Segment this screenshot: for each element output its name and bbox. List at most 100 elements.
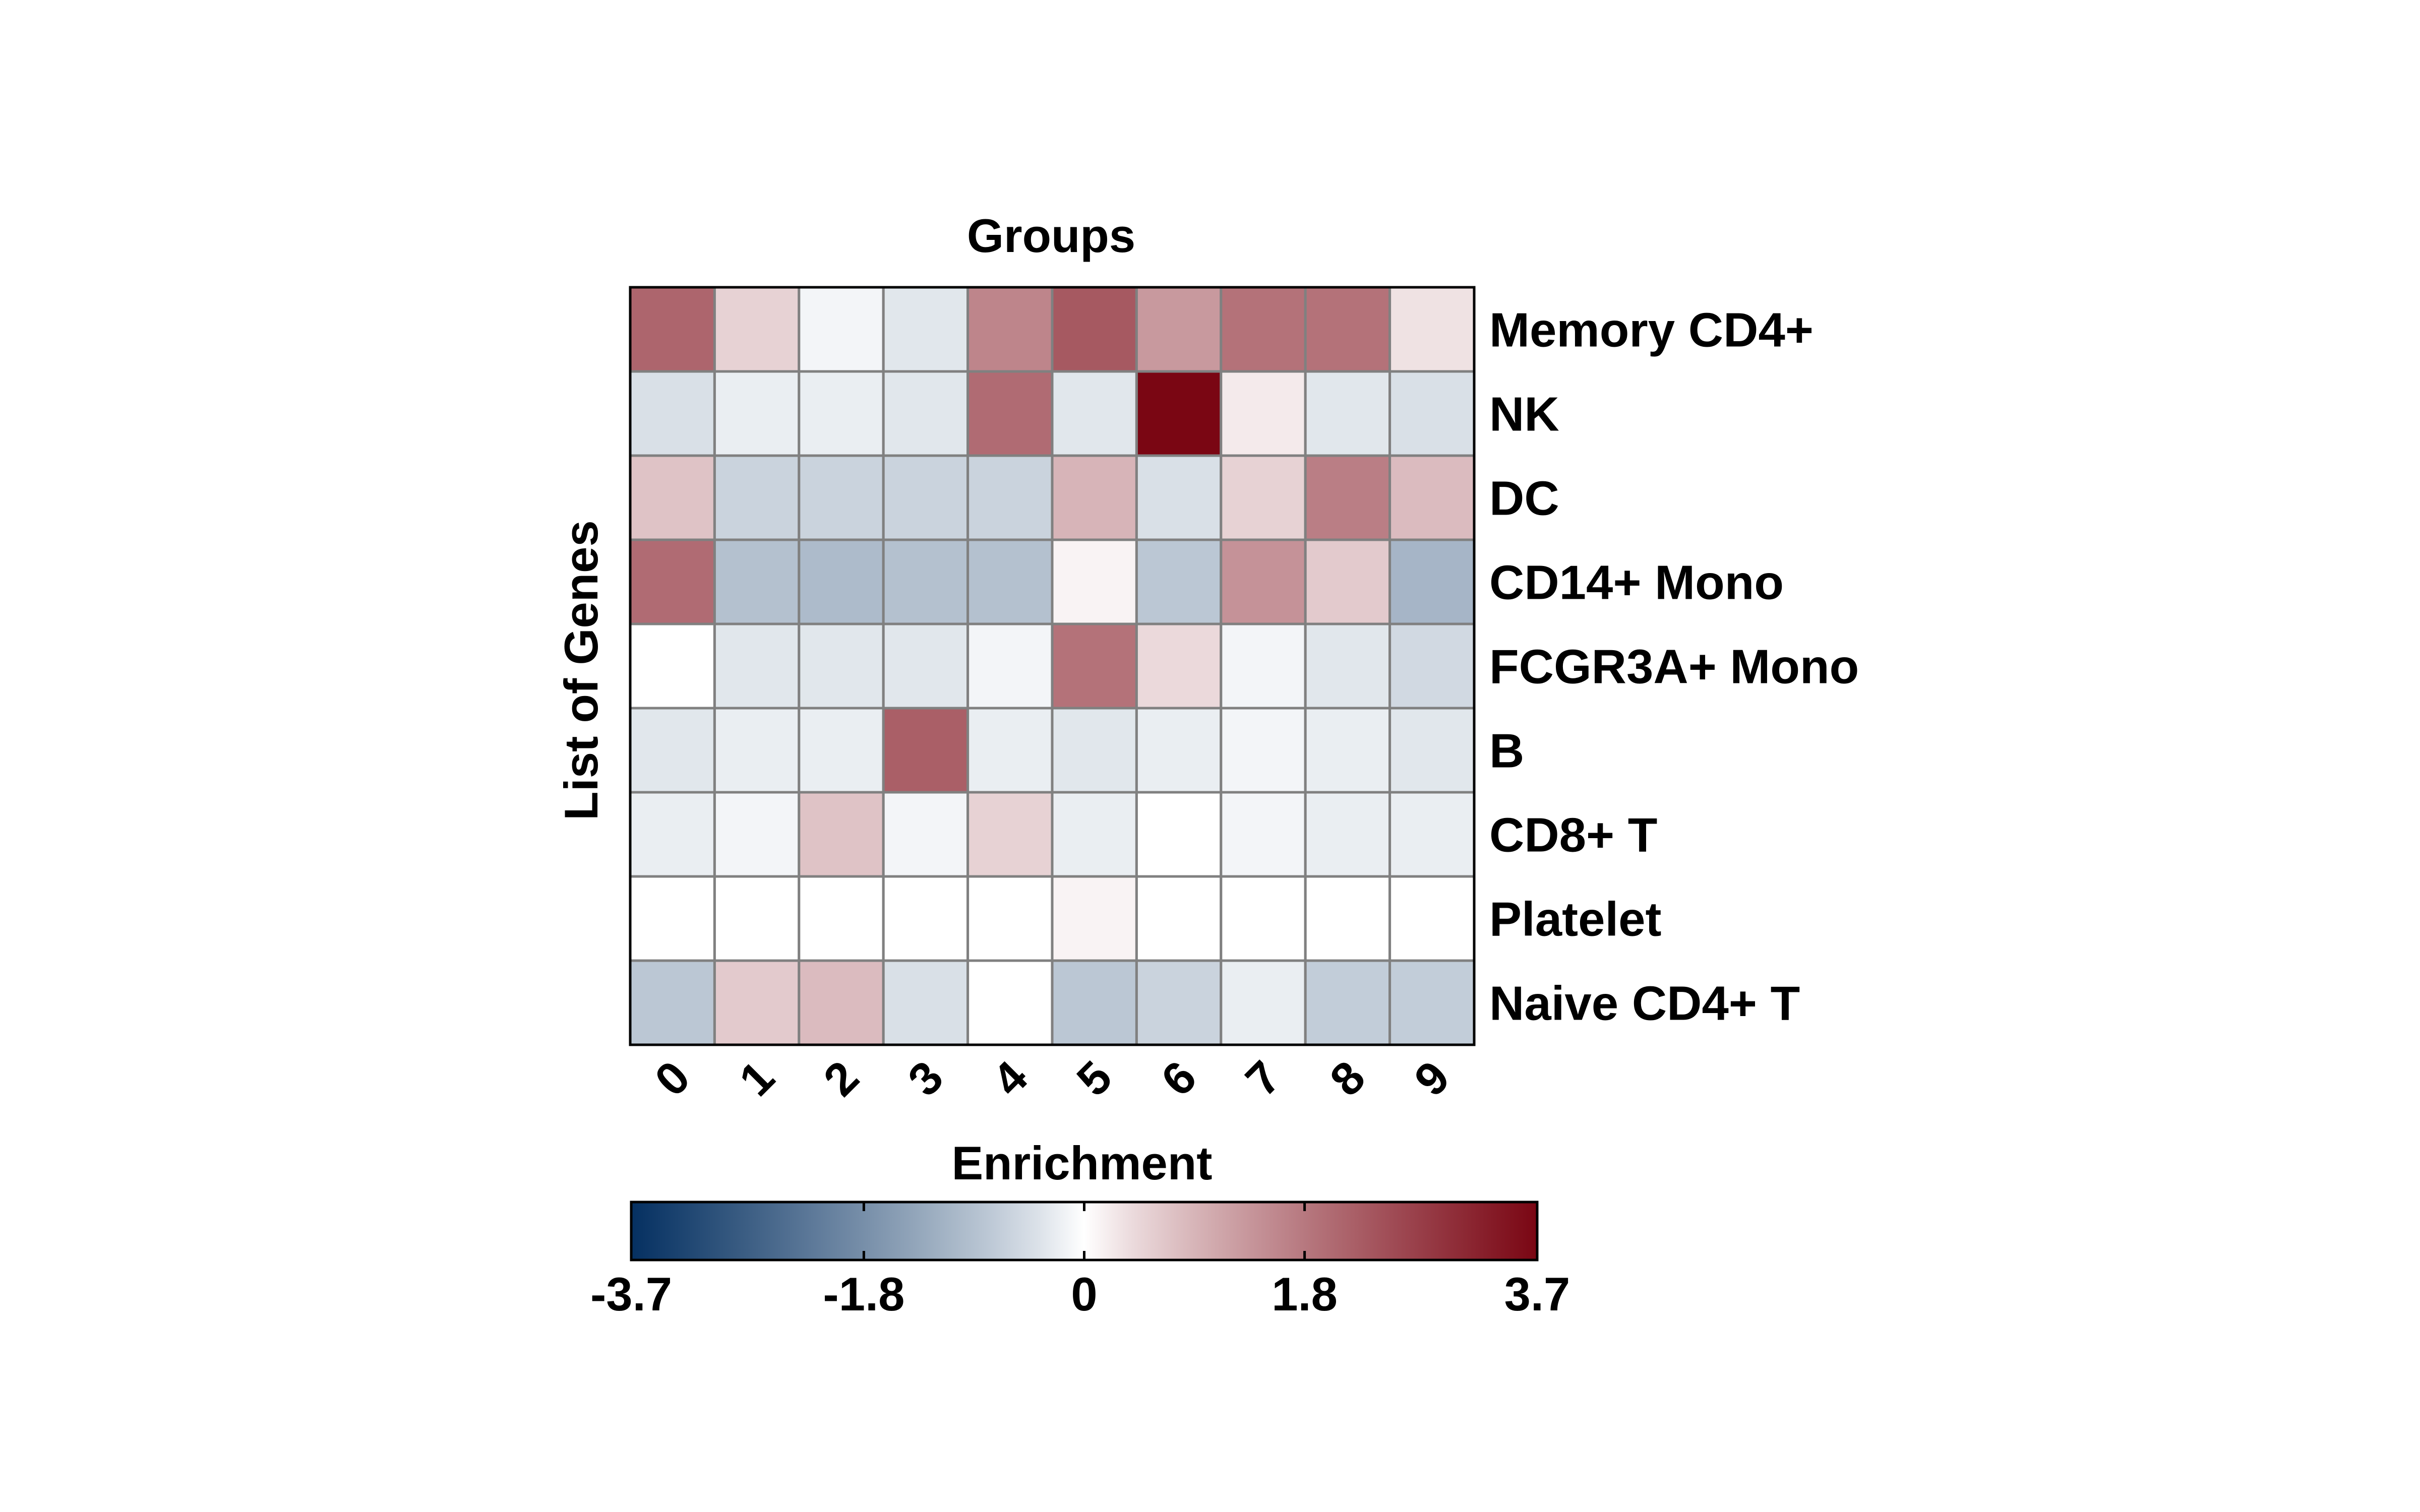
heatmap-cell-2-5 — [1051, 454, 1138, 541]
colorbar-tick-label: 1.8 — [1272, 1268, 1338, 1320]
heatmap-cell-6-9 — [1388, 791, 1476, 878]
heatmap-cell-6-6 — [1135, 791, 1223, 878]
heatmap-cell-1-7 — [1220, 370, 1307, 457]
heatmap-cell-1-5 — [1051, 370, 1138, 457]
heatmap-cell-8-6 — [1135, 959, 1223, 1046]
heatmap-cell-0-9 — [1388, 286, 1476, 373]
heatmap-cell-0-4 — [966, 286, 1054, 373]
heatmap-cell-5-7 — [1220, 707, 1307, 794]
heatmap-cell-2-1 — [713, 454, 801, 541]
heatmap-cell-8-4 — [966, 959, 1054, 1046]
column-label: 4 — [983, 1051, 1037, 1106]
heatmap-cell-7-0 — [629, 875, 716, 962]
heatmap-cell-0-1 — [713, 286, 801, 373]
heatmap-cell-6-8 — [1304, 791, 1392, 878]
heatmap-cell-2-3 — [882, 454, 970, 541]
heatmap-cell-4-9 — [1388, 622, 1476, 710]
heatmap-cell-4-8 — [1304, 622, 1392, 710]
heatmap-cell-6-4 — [966, 791, 1054, 878]
colorbar-tick-label: -1.8 — [823, 1268, 904, 1320]
row-axis-title: List of Genes — [555, 520, 608, 820]
heatmap-cell-2-2 — [798, 454, 885, 541]
column-label: 3 — [898, 1051, 953, 1106]
heatmap-cell-2-8 — [1304, 454, 1392, 541]
row-labels: Memory CD4+ NK DC CD14+ Mono FCGR3A+ Mono B CD… — [1489, 303, 1859, 1031]
heatmap-cell-3-5 — [1051, 538, 1138, 625]
row-label: FCGR3A+ Mono — [1489, 640, 1859, 694]
row-label: DC — [1489, 472, 1559, 526]
heatmap-cell-7-2 — [798, 875, 885, 962]
heatmap-cell-2-9 — [1388, 454, 1476, 541]
heatmap-cell-6-3 — [882, 791, 970, 878]
heatmap-cell-3-6 — [1135, 538, 1223, 625]
heatmap-cell-7-5 — [1051, 875, 1138, 962]
column-label: 5 — [1067, 1051, 1122, 1106]
heatmap-cell-4-5 — [1051, 622, 1138, 710]
heatmap-cell-1-1 — [713, 370, 801, 457]
heatmap-cell-3-8 — [1304, 538, 1392, 625]
heatmap-cell-7-3 — [882, 875, 970, 962]
heatmap-cell-2-0 — [629, 454, 716, 541]
heatmap-cell-3-2 — [798, 538, 885, 625]
heatmap-cell-1-8 — [1304, 370, 1392, 457]
heatmap-cell-6-1 — [713, 791, 801, 878]
heatmap-cell-1-9 — [1388, 370, 1476, 457]
heatmap-cell-3-9 — [1388, 538, 1476, 625]
heatmap-cell-4-0 — [629, 622, 716, 710]
heatmap-cell-5-6 — [1135, 707, 1223, 794]
row-label: Platelet — [1489, 893, 1661, 947]
heatmap-cell-0-6 — [1135, 286, 1223, 373]
heatmap-cell-7-1 — [713, 875, 801, 962]
heatmap-cell-5-5 — [1051, 707, 1138, 794]
heatmap-cell-4-4 — [966, 622, 1054, 710]
column-label: 6 — [1152, 1051, 1206, 1106]
heatmap-cell-6-2 — [798, 791, 885, 878]
heatmap-cell-0-8 — [1304, 286, 1392, 373]
heatmap-cell-0-5 — [1051, 286, 1138, 373]
heatmap-cell-3-4 — [966, 538, 1054, 625]
heatmap-cell-8-9 — [1388, 959, 1476, 1046]
column-label: 7 — [1236, 1051, 1291, 1106]
heatmap-cell-2-7 — [1220, 454, 1307, 541]
row-label: B — [1489, 724, 1524, 778]
heatmap-cell-5-3 — [882, 707, 970, 794]
heatmap-cell-8-0 — [629, 959, 716, 1046]
heatmap-cell-7-6 — [1135, 875, 1223, 962]
heatmap-cell-5-8 — [1304, 707, 1392, 794]
heatmap-cell-5-4 — [966, 707, 1054, 794]
heatmap-cell-6-5 — [1051, 791, 1138, 878]
column-label: 8 — [1320, 1051, 1375, 1106]
row-label: Naive CD4+ T — [1489, 977, 1800, 1031]
heatmap-cell-5-9 — [1388, 707, 1476, 794]
heatmap-cell-4-2 — [798, 622, 885, 710]
heatmap-cell-1-3 — [882, 370, 970, 457]
column-label: 9 — [1405, 1051, 1459, 1106]
row-label: CD8+ T — [1489, 808, 1657, 862]
heatmap-cell-8-7 — [1220, 959, 1307, 1046]
heatmap-cell-7-9 — [1388, 875, 1476, 962]
heatmap-cell-7-7 — [1220, 875, 1307, 962]
heatmap-cell-8-8 — [1304, 959, 1392, 1046]
heatmap-cell-3-0 — [629, 538, 716, 625]
column-label: 0 — [645, 1051, 700, 1106]
heatmap-cell-5-0 — [629, 707, 716, 794]
column-label: 1 — [730, 1051, 784, 1106]
heatmap-cell-0-3 — [882, 286, 970, 373]
heatmap-cell-1-6 — [1135, 370, 1223, 457]
heatmap-cell-4-7 — [1220, 622, 1307, 710]
heatmap-cell-2-4 — [966, 454, 1054, 541]
heatmap-cell-7-4 — [966, 875, 1054, 962]
heatmap-cell-7-8 — [1304, 875, 1392, 962]
heatmap-cell-3-7 — [1220, 538, 1307, 625]
heatmap-cell-5-2 — [798, 707, 885, 794]
heatmap-cell-4-6 — [1135, 622, 1223, 710]
column-axis-title: Groups — [967, 209, 1135, 262]
heatmap-cells — [629, 286, 1476, 1046]
column-label: 2 — [814, 1051, 869, 1106]
row-label: Memory CD4+ — [1489, 303, 1813, 357]
heatmap-cell-4-1 — [713, 622, 801, 710]
heatmap-cell-3-1 — [713, 538, 801, 625]
row-label: CD14+ Mono — [1489, 556, 1784, 610]
